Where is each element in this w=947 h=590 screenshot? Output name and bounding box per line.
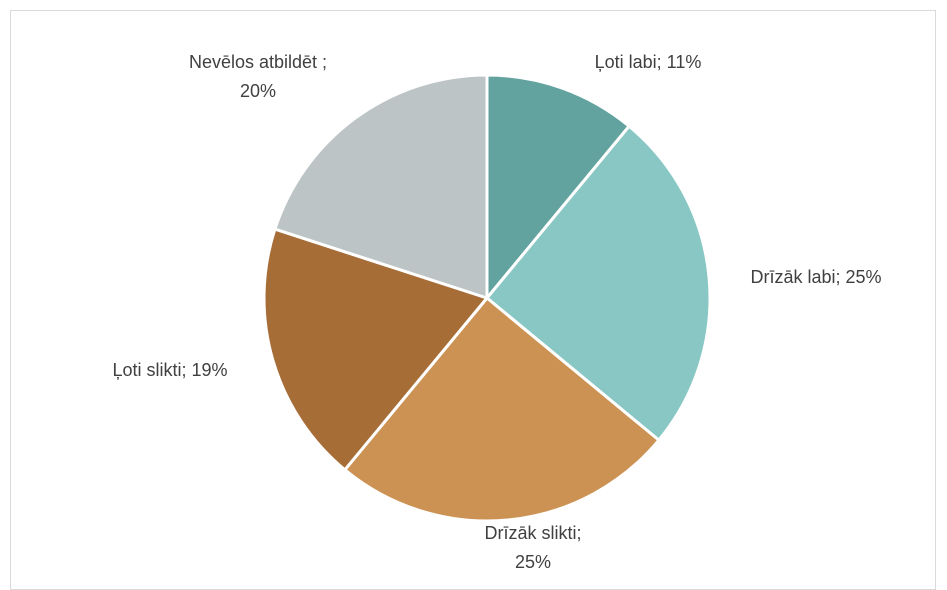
pie-slice [342, 295, 661, 523]
pie-slice [262, 227, 490, 472]
slice-label: Nevēlos atbildēt ; 20% [189, 52, 327, 101]
slice-label: Drīzāk slikti; 25% [484, 523, 581, 572]
pie-slice [484, 124, 712, 443]
pie-slice [273, 73, 489, 301]
slice-label: Drīzāk labi; 25% [750, 267, 881, 287]
pie-slice [485, 73, 632, 303]
slice-label: Ļoti slikti; 19% [112, 360, 227, 380]
slice-label: Ļoti labi; 11% [595, 52, 702, 72]
